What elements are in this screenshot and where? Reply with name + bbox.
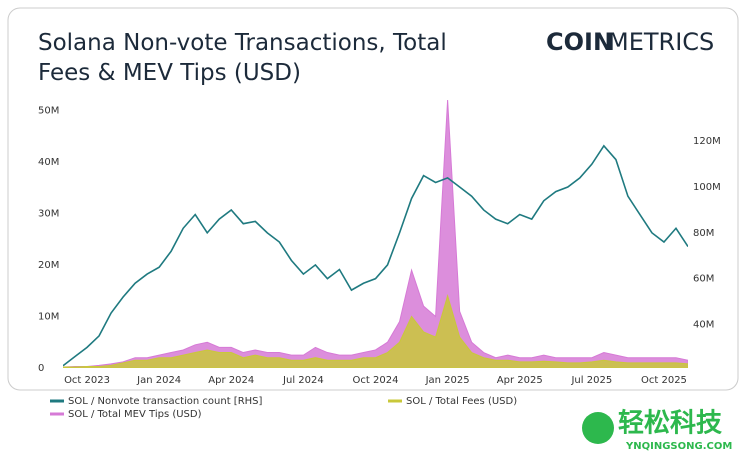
y2-tick-label: 100M (693, 182, 721, 193)
legend-label: SOL / Total Fees (USD) (406, 396, 517, 407)
x-tick-label: Oct 2025 (641, 375, 687, 386)
x-tick-label: Apr 2024 (208, 375, 254, 386)
watermark: 轻松科技 (618, 409, 722, 439)
y-tick-label: 40M (38, 157, 59, 168)
chart-title: Solana Non-vote Transactions, Total Fees… (38, 30, 447, 86)
logo-bold: COIN (546, 28, 613, 56)
y-tick-label: 20M (38, 260, 59, 271)
y-tick-label: 50M (38, 105, 59, 116)
y2-tick-label: 120M (693, 136, 721, 147)
card (7, 7, 739, 391)
area (63, 294, 688, 368)
line (63, 144, 688, 367)
logo-light: METRICS (608, 28, 714, 56)
x-tick-label: Jul 2025 (570, 375, 612, 386)
y-tick-label: 30M (38, 208, 59, 219)
x-tick-label: Jan 2024 (136, 375, 181, 386)
x-tick-label: Oct 2024 (353, 375, 399, 386)
y2-tick-label: 80M (693, 228, 714, 239)
y2-tick-label: 40M (693, 319, 714, 330)
y-tick-label: 10M (38, 311, 59, 322)
x-tick-label: Jan 2025 (425, 375, 470, 386)
x-tick-label: Apr 2025 (497, 375, 543, 386)
watermark-url: YNQINGSONG.COM (625, 441, 732, 452)
legend-label: SOL / Nonvote transaction count [RHS] (68, 396, 263, 407)
area (63, 100, 688, 368)
watermark-icon (582, 412, 614, 444)
x-tick-label: Oct 2023 (64, 375, 110, 386)
y-tick-label: 0 (38, 363, 44, 374)
x-tick-label: Jul 2024 (282, 375, 324, 386)
legend-label: SOL / Total MEV Tips (USD) (68, 409, 202, 420)
y2-tick-label: 60M (693, 274, 714, 285)
